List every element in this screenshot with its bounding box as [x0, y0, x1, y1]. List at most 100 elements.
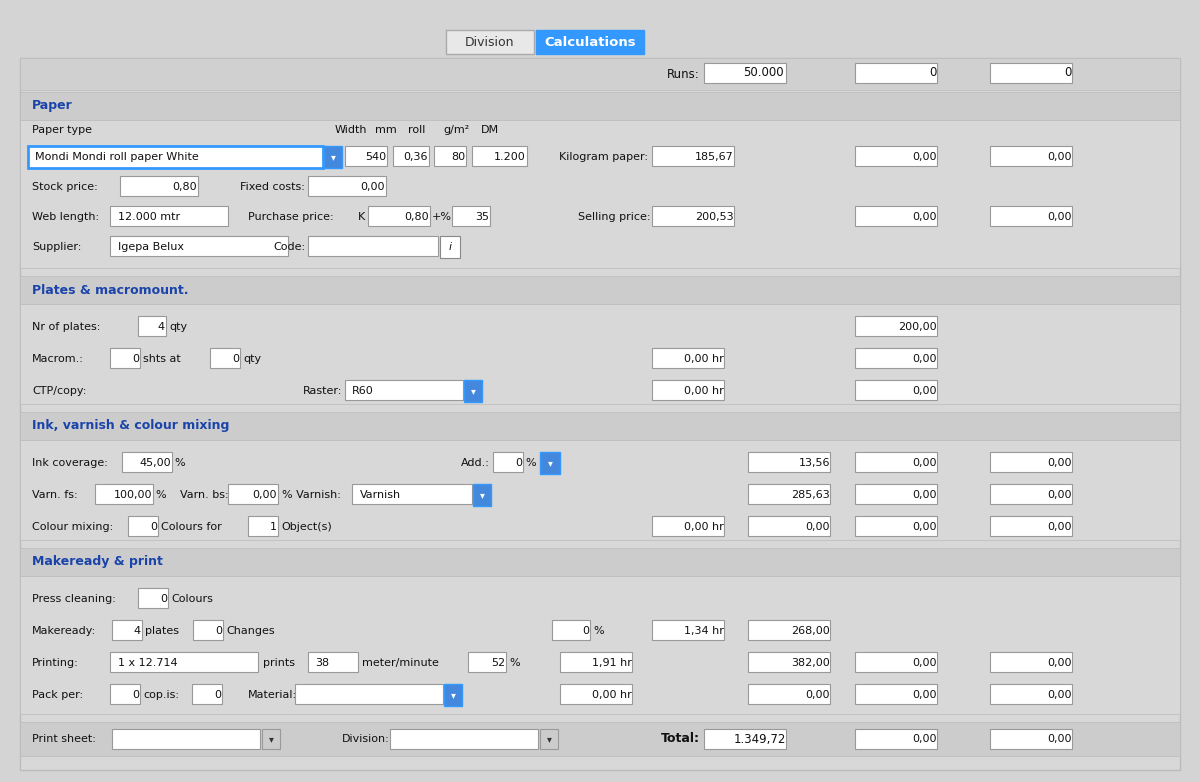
Bar: [652, 620, 724, 640]
Text: 0,00 hr: 0,00 hr: [684, 522, 724, 532]
Text: 38: 38: [314, 658, 329, 668]
Bar: [308, 652, 358, 672]
Bar: [704, 63, 786, 83]
Text: 0,00: 0,00: [912, 458, 937, 468]
Text: 0,00 hr: 0,00 hr: [684, 354, 724, 364]
Text: Raster:: Raster:: [302, 386, 342, 396]
Text: ▾: ▾: [450, 690, 456, 700]
Bar: [20, 92, 1180, 120]
Text: Total:: Total:: [661, 733, 700, 745]
Text: Nr of plates:: Nr of plates:: [32, 322, 101, 332]
Bar: [560, 684, 632, 704]
Text: Fixed costs:: Fixed costs:: [240, 182, 305, 192]
Text: 0: 0: [150, 522, 157, 532]
Bar: [468, 652, 506, 672]
Bar: [308, 176, 386, 196]
Bar: [552, 620, 590, 640]
Bar: [20, 722, 1180, 756]
Bar: [20, 58, 1180, 90]
Bar: [464, 380, 482, 402]
Text: 0,00: 0,00: [1048, 522, 1072, 532]
Bar: [444, 684, 462, 706]
Text: 4: 4: [158, 322, 166, 332]
Bar: [20, 548, 1180, 576]
Text: ▾: ▾: [330, 152, 336, 162]
Bar: [110, 348, 140, 368]
Bar: [990, 652, 1072, 672]
Bar: [473, 484, 491, 506]
Text: 0: 0: [214, 690, 221, 700]
Text: ▾: ▾: [480, 490, 485, 500]
Bar: [20, 440, 1180, 540]
Text: Purchase price:: Purchase price:: [248, 212, 334, 222]
Text: 0,00: 0,00: [1048, 658, 1072, 668]
Text: Colour mixing:: Colour mixing:: [32, 522, 113, 532]
Bar: [854, 348, 937, 368]
Text: 0,00: 0,00: [912, 386, 937, 396]
Bar: [990, 63, 1072, 83]
Bar: [854, 316, 937, 336]
Text: R60: R60: [352, 386, 373, 396]
Text: 0,80: 0,80: [404, 212, 430, 222]
Bar: [308, 236, 438, 256]
Bar: [854, 652, 937, 672]
Text: qty: qty: [242, 354, 262, 364]
Text: 200,00: 200,00: [899, 322, 937, 332]
Bar: [452, 206, 490, 226]
Bar: [748, 620, 830, 640]
Text: Colours: Colours: [172, 594, 212, 604]
Text: 0: 0: [930, 66, 937, 80]
Bar: [95, 484, 154, 504]
Text: Varnish: Varnish: [360, 490, 401, 500]
Text: Makeready:: Makeready:: [32, 626, 96, 636]
Text: 0,00: 0,00: [912, 212, 937, 222]
Text: 200,53: 200,53: [695, 212, 734, 222]
Bar: [128, 516, 158, 536]
Text: Object(s): Object(s): [281, 522, 331, 532]
Text: 0,00: 0,00: [912, 490, 937, 500]
Text: qty: qty: [169, 322, 187, 332]
Bar: [652, 348, 724, 368]
Text: Varn. bs:: Varn. bs:: [180, 490, 229, 500]
Text: Press cleaning:: Press cleaning:: [32, 594, 116, 604]
Text: 0,00: 0,00: [912, 152, 937, 162]
Text: Web length:: Web length:: [32, 212, 100, 222]
Text: 0,00: 0,00: [912, 354, 937, 364]
Bar: [540, 729, 558, 749]
Text: Colours for: Colours for: [161, 522, 222, 532]
Text: Stock price:: Stock price:: [32, 182, 97, 192]
Bar: [346, 380, 463, 400]
Text: g/m²: g/m²: [443, 125, 469, 135]
Text: %: %: [593, 626, 604, 636]
Bar: [120, 176, 198, 196]
Bar: [352, 484, 472, 504]
Bar: [20, 576, 1180, 714]
Bar: [210, 348, 240, 368]
Bar: [854, 684, 937, 704]
Text: Division: Division: [466, 35, 515, 48]
Bar: [20, 120, 1180, 268]
Text: Paper type: Paper type: [32, 125, 92, 135]
Text: 0,00: 0,00: [252, 490, 277, 500]
Bar: [192, 684, 222, 704]
Bar: [704, 729, 786, 749]
Text: plates: plates: [145, 626, 179, 636]
Text: %: %: [526, 458, 535, 468]
Text: Runs:: Runs:: [667, 67, 700, 81]
Bar: [540, 452, 560, 474]
Bar: [990, 516, 1072, 536]
Text: Supplier:: Supplier:: [32, 242, 82, 252]
Text: Material:: Material:: [248, 690, 298, 700]
Text: Add.:: Add.:: [461, 458, 490, 468]
Bar: [652, 380, 724, 400]
Bar: [110, 236, 288, 256]
Text: 13,56: 13,56: [798, 458, 830, 468]
Text: Plates & macromount.: Plates & macromount.: [32, 284, 188, 296]
Text: Ink, varnish & colour mixing: Ink, varnish & colour mixing: [32, 419, 229, 432]
Bar: [854, 63, 937, 83]
Text: 35: 35: [475, 212, 490, 222]
Bar: [748, 684, 830, 704]
Text: 1: 1: [270, 522, 277, 532]
Text: mm: mm: [374, 125, 397, 135]
Text: 0,80: 0,80: [173, 182, 197, 192]
